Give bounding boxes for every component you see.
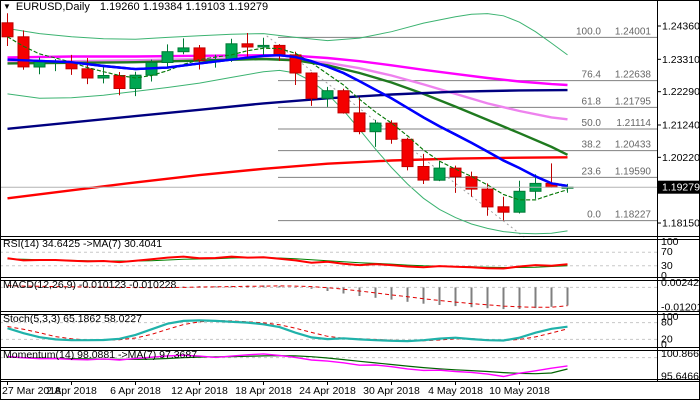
ma-fast-green-overlay: [7, 36, 568, 201]
fib-pct-label: 50.0: [582, 118, 602, 129]
date-label: 18 Apr 2018: [235, 385, 292, 397]
date-label: 2 Apr 2018: [46, 385, 97, 397]
stoch-scale-label: 20: [661, 333, 673, 345]
rsi-indicator-label: RSI(14) 34.6425 ->MA(7) 30.4041: [3, 238, 163, 250]
fib-price-label: 1.20433: [615, 140, 652, 151]
current-price-label: 1.19279: [662, 182, 700, 194]
price-axis-label: 1.18150: [662, 218, 700, 230]
ma-blue-overlay: [7, 53, 568, 188]
band-upper: [7, 13, 568, 56]
fib-pct-label: 61.8: [582, 96, 602, 107]
price-axis-label: 1.24360: [662, 21, 700, 33]
fib-price-label: 1.21795: [615, 96, 652, 107]
date-label: 30 Apr 2018: [363, 385, 420, 397]
fib-pct-label: 0.0: [587, 210, 601, 221]
macd-indicator-label: MACD(12,26,9) -0.010123 -0.010228: [3, 279, 177, 291]
date-label: 12 Apr 2018: [171, 385, 228, 397]
rsi-main-line: [7, 255, 568, 270]
rsi-scale-label: 70: [661, 246, 673, 258]
ma-darkgreen: [7, 57, 569, 156]
ma-red: [7, 156, 568, 200]
stoch-scale-label: 0: [661, 339, 667, 351]
stoch-indicator-label: Stoch(5,3,3) 65.1862 58.0227: [3, 313, 142, 325]
symbol-dropdown-icon[interactable]: ▼: [3, 2, 11, 11]
momentum-main-line: [7, 353, 568, 378]
date-label: 27 Mar 2018: [2, 385, 61, 397]
momentum-indicator-label: Momentum(14) 98.0881 ->MA(7) 97.3687: [3, 349, 198, 361]
fib-pct-label: 23.6: [582, 166, 602, 177]
stoch-main-line: [7, 319, 568, 343]
ma-magenta: [7, 53, 568, 87]
price-axis-label: 1.20220: [662, 152, 700, 164]
price-axis-label: 1.21240: [662, 119, 700, 131]
date-label: 6 Apr 2018: [110, 385, 161, 397]
band-lower: [7, 69, 568, 235]
fib-pct-label: 100.0: [576, 26, 601, 37]
momentum-scale-label: 95.6466: [661, 370, 699, 382]
fib-price-label: 1.19590: [615, 166, 652, 177]
price-axis-label: 1.23310: [662, 54, 700, 66]
fib-pct-label: 76.4: [582, 70, 602, 81]
rsi-scale-label: 0: [661, 270, 667, 282]
momentum-scale-label: 100.8662: [661, 348, 700, 360]
candles-group: [1, 13, 574, 221]
fib-pct-label: 38.2: [582, 140, 602, 151]
price-axis-label: 1.22290: [662, 86, 700, 98]
symbol-period-label: EURUSD,Daily: [15, 1, 90, 13]
date-label: 10 May 2018: [489, 385, 550, 397]
date-label: 24 Apr 2018: [299, 385, 356, 397]
macd-scale-label: 0.00242: [661, 277, 699, 289]
fib-price-label: 1.22638: [615, 70, 652, 81]
fib-price-label: 1.24001: [615, 26, 652, 37]
fib-price-label: 1.21114: [616, 118, 651, 129]
macd-signal-line: [7, 285, 568, 308]
macd-scale-label: -0.012019: [661, 302, 700, 314]
date-label: 4 May 2018: [428, 385, 483, 397]
chart-title: ▼ EURUSD,Daily 1.19260 1.19384 1.19103 1.1…: [3, 1, 268, 13]
stoch-scale-label: 80: [661, 317, 673, 329]
fib-price-label: 1.18227: [615, 210, 652, 221]
ma-navy: [7, 88, 568, 130]
current-price-box: [658, 180, 700, 194]
title-ohlc-values: 1.19260 1.19384 1.19103 1.19279: [99, 1, 269, 13]
rsi-scale-label: 30: [661, 260, 673, 272]
